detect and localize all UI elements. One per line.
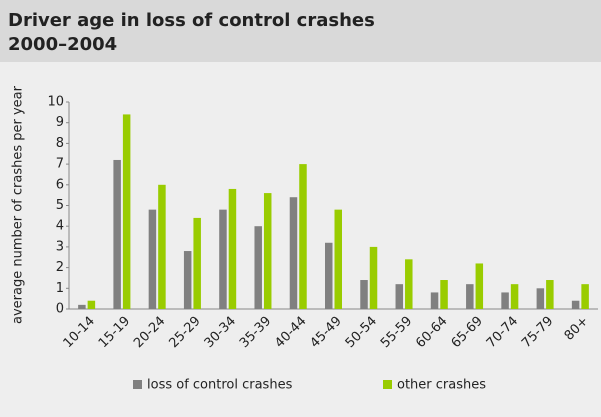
bar: [299, 164, 307, 309]
bar: [263, 193, 272, 309]
bar: [325, 242, 333, 309]
bar: [501, 292, 509, 309]
bar: [430, 292, 439, 309]
bar: [395, 284, 404, 309]
legend-label: other crashes: [397, 378, 486, 393]
bar: [193, 217, 201, 309]
bar: [571, 300, 580, 309]
bar: [440, 280, 448, 309]
bar: [536, 288, 545, 309]
bar: [466, 284, 474, 309]
bar: [334, 209, 342, 309]
y-tick-label: 7: [56, 157, 64, 172]
bar: [122, 114, 131, 309]
y-tick-label: 9: [56, 115, 64, 130]
chart-title: Driver age in loss of control crashes: [8, 10, 375, 31]
header: [0, 0, 601, 62]
bar: [369, 246, 378, 309]
y-tick-label: 0: [56, 302, 64, 317]
bar: [475, 263, 484, 309]
bar: [158, 184, 166, 309]
y-tick-label: 1: [56, 281, 64, 296]
bar: [510, 284, 519, 309]
chart-title: 2000–2004: [8, 34, 117, 55]
y-tick-label: 3: [56, 239, 64, 254]
bar: [581, 284, 589, 309]
y-tick-label: 10: [47, 95, 64, 110]
bar: [78, 304, 86, 309]
bar: [546, 280, 554, 309]
y-tick-label: 8: [56, 136, 64, 151]
y-tick-label: 4: [56, 219, 64, 234]
bar: [183, 251, 192, 309]
y-tick-label: 5: [56, 198, 64, 213]
bar: [113, 159, 121, 309]
bar: [219, 209, 227, 309]
bar: [228, 188, 237, 309]
bar: [87, 300, 96, 309]
bar: [405, 259, 413, 309]
bar: [254, 226, 262, 309]
bar: [289, 197, 298, 309]
legend-swatch: [383, 380, 392, 389]
y-axis-label: average number of crashes per year: [11, 85, 26, 324]
legend-swatch: [133, 380, 142, 389]
bar: [148, 209, 157, 309]
legend-label: loss of control crashes: [147, 378, 293, 393]
y-tick-label: 2: [56, 260, 64, 275]
bar: [360, 280, 368, 309]
y-tick-label: 6: [56, 177, 64, 192]
